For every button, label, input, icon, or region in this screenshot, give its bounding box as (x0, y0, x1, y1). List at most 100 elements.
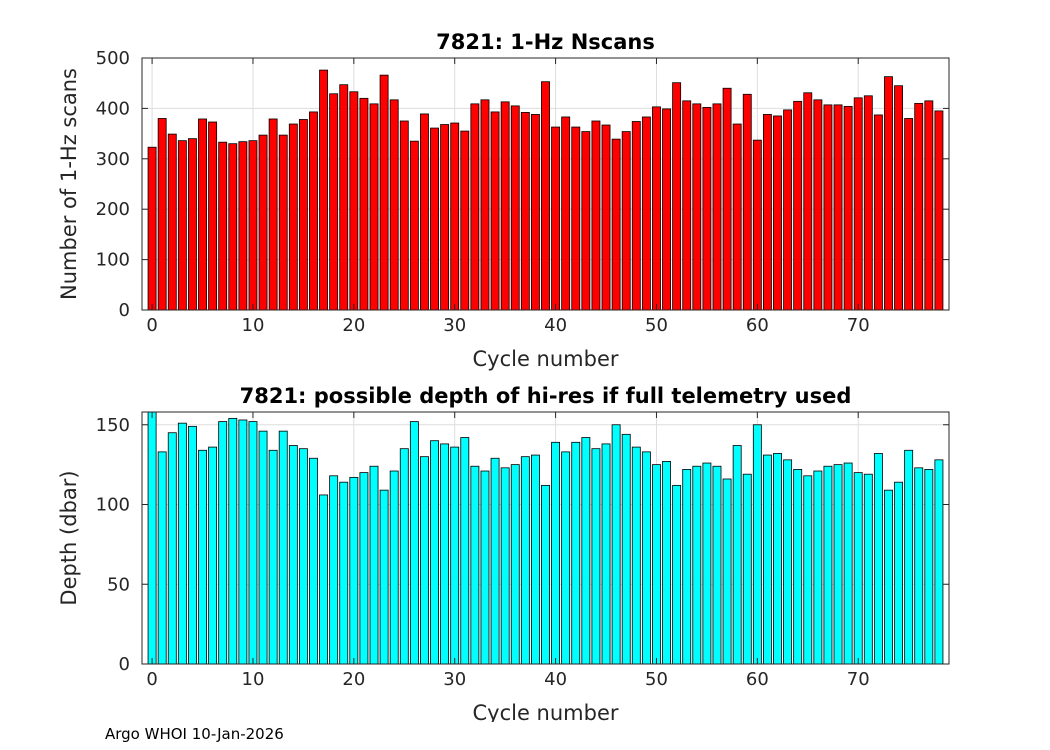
chart1-bar (147, 146, 157, 311)
chart2-bar (218, 421, 228, 665)
chart2-bar (268, 449, 278, 665)
chart1-y-tick-label: 100 (96, 250, 130, 271)
chart2-bar (177, 422, 187, 665)
chart2-bar (278, 430, 288, 665)
chart1-x-tick-label: 30 (443, 315, 466, 336)
chart2-bar (309, 457, 318, 665)
chart1-bar (399, 120, 409, 311)
chart1-y-tick-label: 200 (96, 199, 130, 220)
chart2-bar (490, 457, 500, 665)
chart1-bar (762, 114, 772, 311)
chart1-title: 7821: 1-Hz Nscans (436, 30, 655, 54)
chart2-bar (773, 453, 782, 665)
chart1-bar (298, 119, 308, 311)
chart1: 0 10 20 30 40 50 60 70 0 100 200 300 400 500 7821: 1-H… (57, 30, 950, 371)
chart1-bar (480, 99, 490, 311)
chart1-bar (440, 124, 450, 311)
chart2-bar (510, 464, 520, 665)
chart2-bar (682, 469, 692, 665)
chart1-bar (379, 74, 389, 311)
chart1-y-tick-label: 0 (119, 300, 130, 321)
chart1-bar (894, 85, 904, 311)
chart1-bar (218, 141, 228, 311)
chart2-bar (298, 448, 308, 665)
chart2-bar (359, 472, 369, 665)
chart1-bar (692, 103, 702, 311)
chart2-axes-box (141, 411, 950, 665)
chart2-bar (187, 425, 197, 665)
chart1-bar (873, 114, 883, 311)
chart1-bar (823, 104, 833, 311)
chart1-x-tick-label: 0 (146, 315, 157, 336)
chart1-bar (924, 100, 934, 311)
chart1-bar (551, 126, 561, 311)
chart2-bar (561, 451, 571, 665)
chart1-bar (389, 99, 399, 311)
chart2-bar (732, 445, 742, 665)
chart2-bar (823, 465, 833, 665)
chart2-bar (934, 459, 944, 665)
chart2-bar (611, 424, 621, 665)
chart2-bar (803, 475, 813, 665)
chart2-bar (702, 462, 712, 665)
chart1-bar (843, 105, 853, 311)
chart1-bar (833, 104, 843, 311)
chart1-bar (863, 95, 873, 311)
chart2-bar (440, 443, 450, 665)
chart1-bar (662, 108, 671, 311)
chart2-x-tick-label: 70 (847, 669, 870, 690)
chart1-bar (369, 103, 379, 311)
chart1-bar (641, 116, 651, 311)
chart1-bar (339, 84, 349, 311)
chart1-bar (278, 134, 288, 311)
chart2-bar (470, 465, 480, 665)
chart2-bar (783, 459, 793, 665)
chart1-bar (187, 138, 197, 311)
chart2-bar (329, 475, 339, 665)
chart1-bar (198, 118, 207, 311)
chart2-bar (500, 467, 510, 665)
chart2-bar (853, 472, 863, 665)
chart2-bar (662, 461, 671, 665)
chart1-bar (409, 140, 419, 311)
chart2-x-tick-label: 60 (746, 669, 769, 690)
chart2-bar (601, 443, 611, 665)
chart1-bar (611, 138, 621, 311)
chart1-bar (652, 106, 661, 311)
chart1-bar (208, 121, 218, 311)
chart2-bar (722, 478, 732, 665)
chart2-bar (339, 481, 349, 665)
chart2-bar (813, 470, 823, 665)
chart1-bar (541, 81, 550, 311)
chart2-bar (863, 473, 873, 665)
chart2-bar (520, 456, 530, 665)
chart2-y-tick-label: 100 (96, 495, 130, 516)
chart1-axes-box (141, 57, 950, 311)
chart1-bar (520, 112, 530, 311)
chart2-xlabel: Cycle number (472, 701, 618, 722)
chart1-bar (934, 110, 944, 311)
chart1-bar (591, 120, 601, 311)
chart2-bar (480, 470, 490, 665)
chart2-bar (914, 467, 924, 665)
chart1-bar (420, 113, 429, 311)
chart2-x-tick-label: 20 (342, 669, 365, 690)
chart2-bar (198, 449, 207, 665)
chart2-bar (389, 470, 399, 665)
chart2-bar (551, 441, 561, 665)
chart1-x-tick-label: 70 (847, 315, 870, 336)
chart1-bar (682, 100, 692, 311)
chart1-bar (510, 105, 520, 311)
chart2-bar (843, 462, 853, 665)
chart2-bar (652, 464, 661, 665)
chart2-bar (742, 473, 752, 665)
chart1-bar (177, 140, 187, 311)
chart2-title: 7821: possible depth of hi-res if full t… (240, 384, 852, 408)
chart1-bar (752, 139, 762, 311)
chart1-bar (470, 103, 480, 311)
chart2-bar (894, 481, 904, 665)
chart1-bar (157, 118, 167, 311)
chart2-bar (641, 451, 651, 665)
chart2-bar (621, 433, 631, 665)
